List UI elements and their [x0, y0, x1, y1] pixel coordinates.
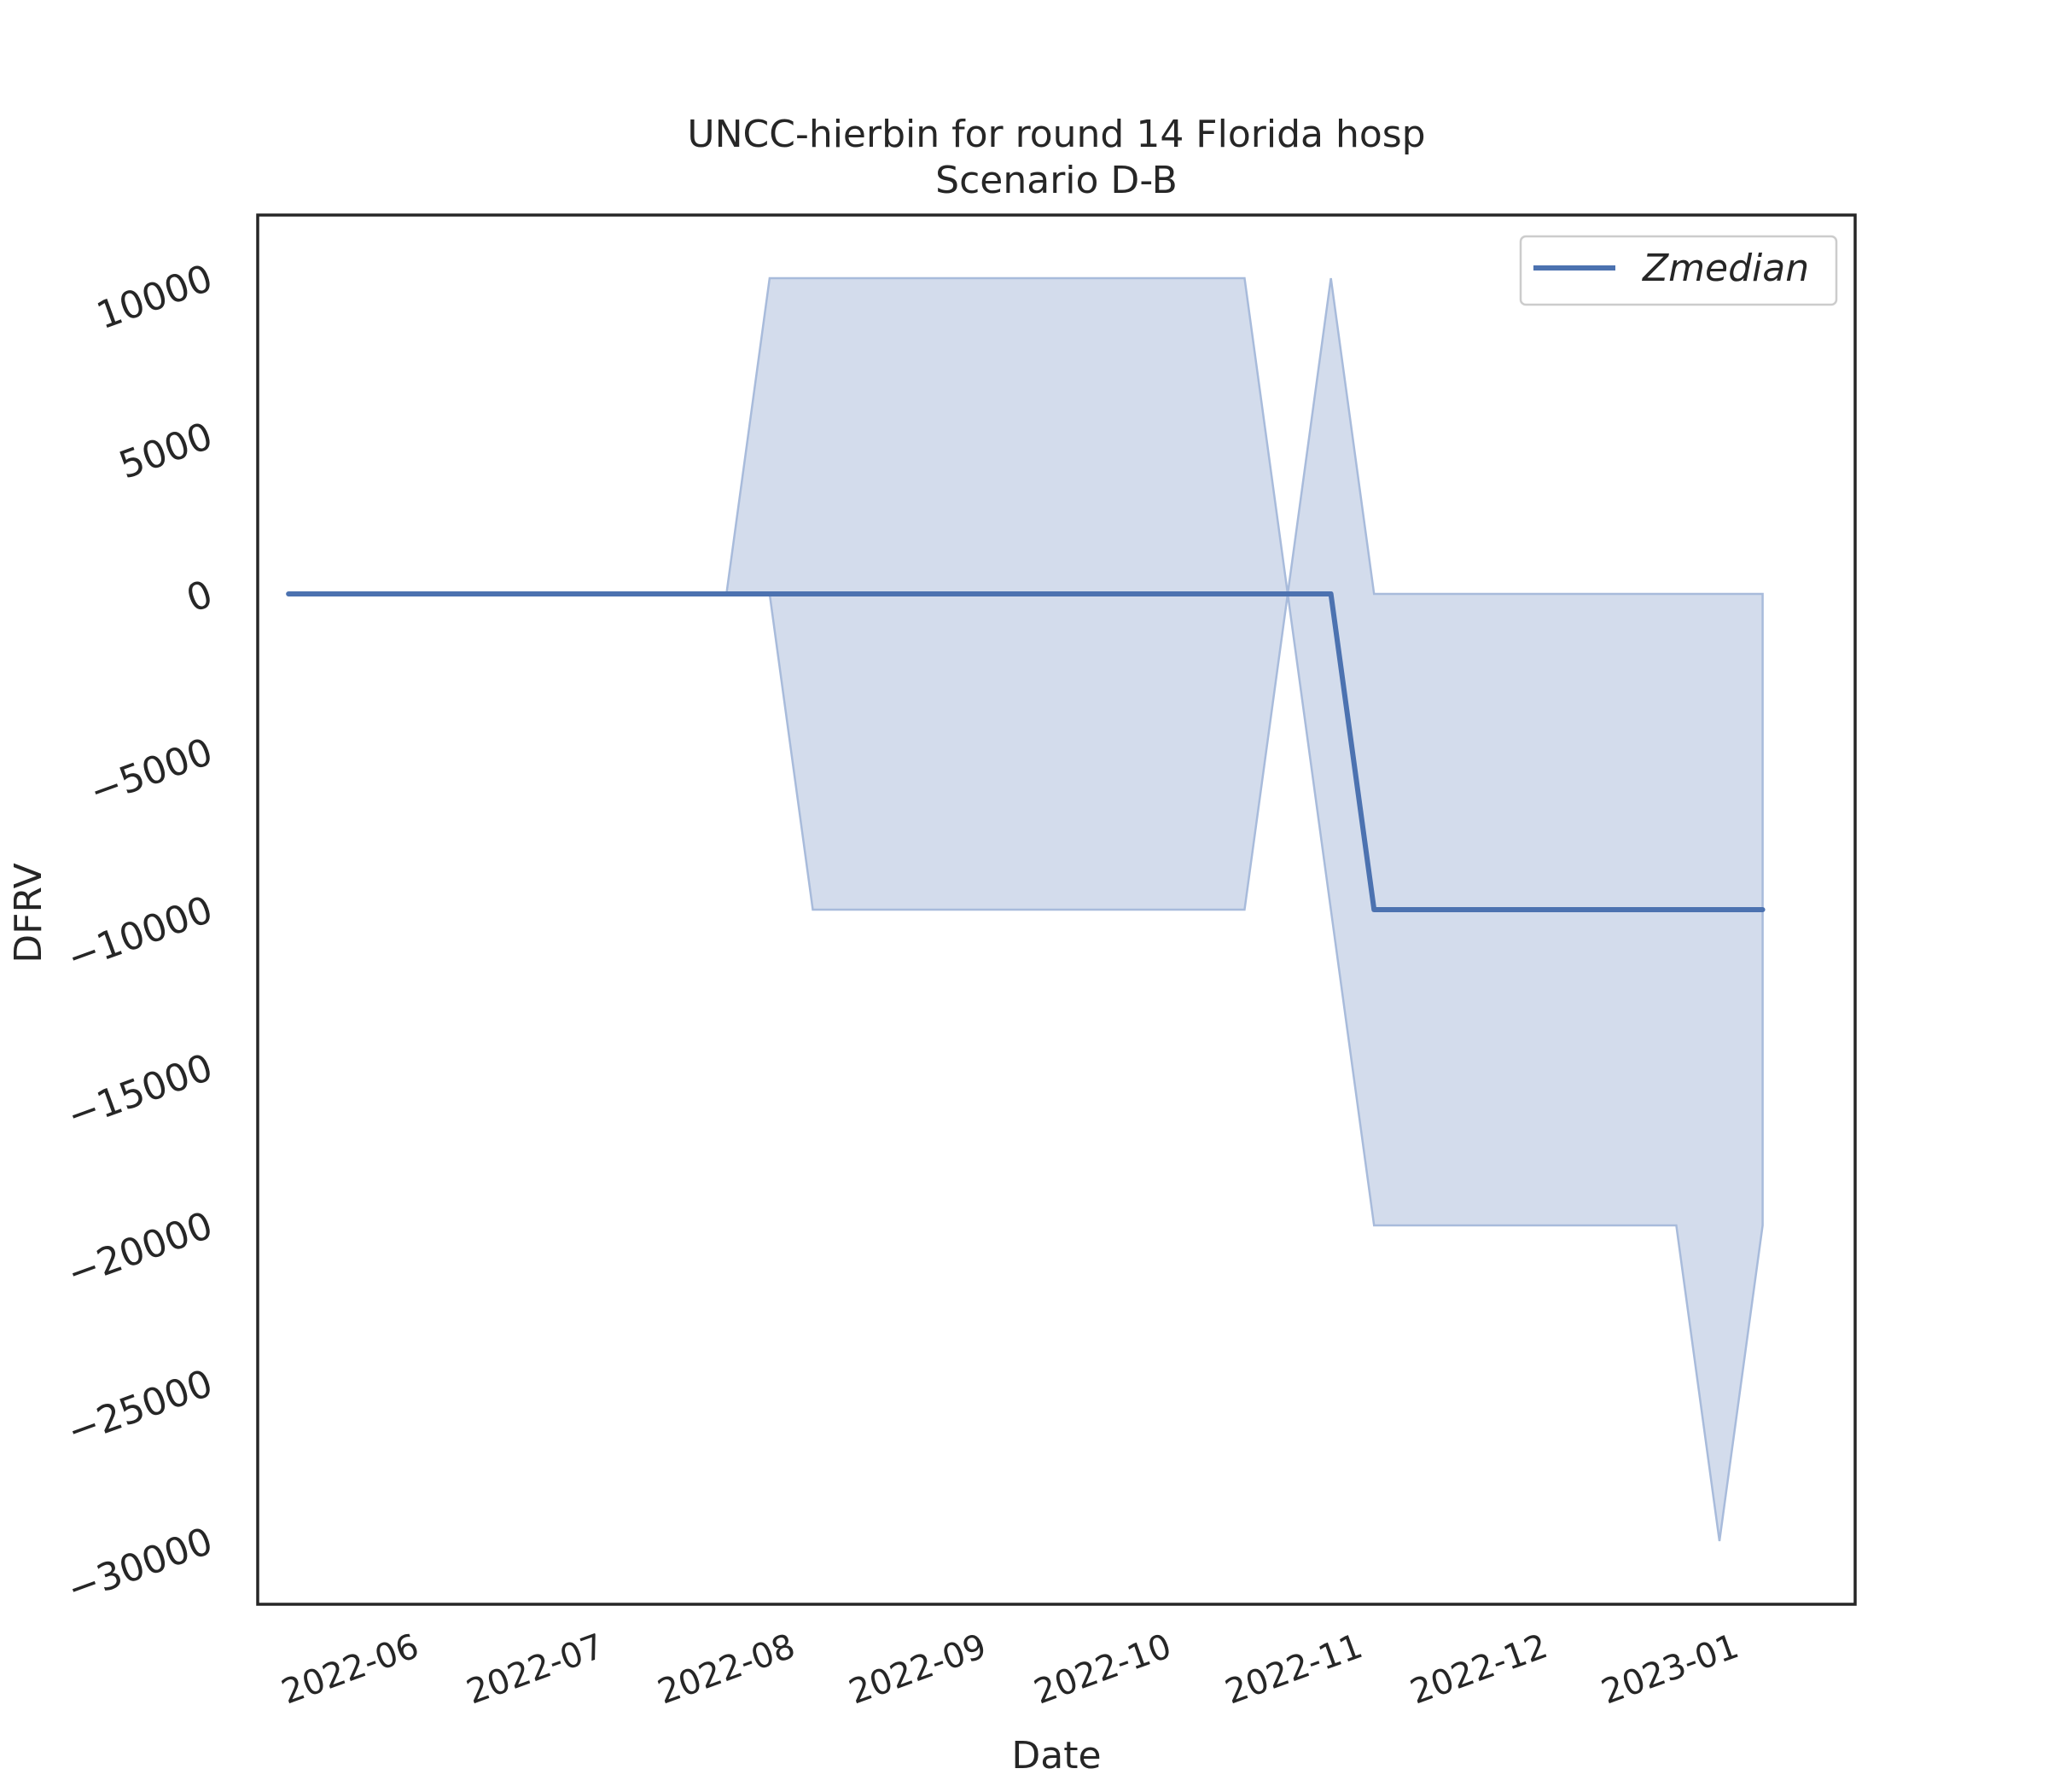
- y-tick-label: −5000: [84, 730, 218, 814]
- x-axis-label: Date: [1011, 1734, 1101, 1777]
- y-tick-label: −30000: [61, 1519, 218, 1611]
- x-tick-label: 2022-07: [462, 1626, 609, 1712]
- x-tick-label: 2023-01: [1597, 1626, 1744, 1712]
- legend-label: Zmedian: [1642, 247, 1809, 290]
- series-line-layer: [286, 591, 1766, 912]
- legend: Zmedian: [1519, 235, 1838, 306]
- x-tick-labels: 2022-06 2022-07 2022-08 2022-09 2022-10 2022-…: [276, 1626, 1744, 1712]
- x-tick-label: 2022-08: [653, 1626, 800, 1712]
- y-tick-label: −15000: [61, 1045, 218, 1137]
- x-tick-label: 2022-11: [1220, 1626, 1368, 1712]
- y-tick-label: 5000: [113, 414, 218, 487]
- x-tick-label: 2022-06: [276, 1626, 424, 1712]
- y-tick-label: −10000: [61, 887, 218, 980]
- y-tick-label: −25000: [61, 1361, 218, 1453]
- y-tick-labels: 10000 5000 0 −5000 −10000 −15000 −20000 −25000 −…: [61, 256, 218, 1611]
- chart-subtitle: Scenario D-B: [935, 159, 1178, 202]
- legend-box: [1519, 235, 1838, 306]
- y-axis-label: DFRV: [7, 863, 50, 963]
- y-tick-label: 0: [181, 572, 218, 621]
- chart-title: UNCC-hierbin for round 14 Florida hosp: [687, 113, 1425, 156]
- y-tick-label: 10000: [91, 256, 218, 338]
- plot-frame: [256, 213, 1857, 1606]
- x-tick-label: 2022-12: [1405, 1626, 1553, 1712]
- series-line-zmedian: [286, 591, 1766, 912]
- x-tick-label: 2022-10: [1029, 1626, 1177, 1712]
- x-tick-label: 2022-09: [844, 1626, 992, 1712]
- y-tick-label: −20000: [61, 1203, 218, 1295]
